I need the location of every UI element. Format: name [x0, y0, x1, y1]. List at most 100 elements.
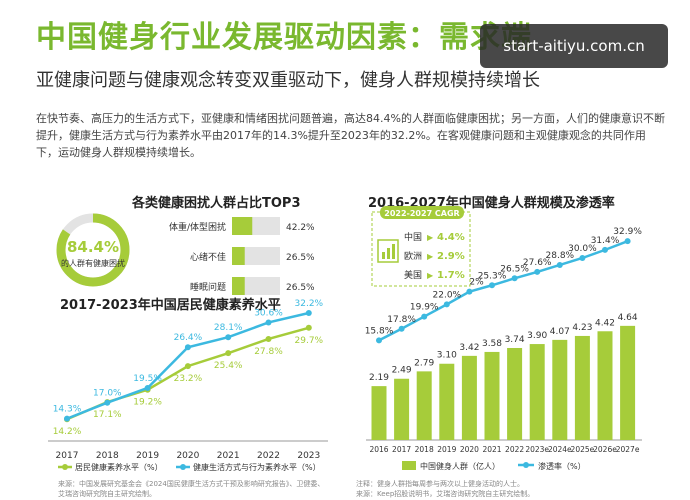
- footer-right-line2: 来源：Keep招股说明书，艾瑞咨询研究院自主研究绘制。: [356, 490, 535, 498]
- penetration-point: [556, 261, 563, 268]
- penetration-data-label: 17.8%: [387, 315, 416, 325]
- fitness-bar-label: 3.42: [459, 343, 479, 353]
- penetration-data-label: 30.0%: [568, 244, 597, 254]
- literacy-data-label: 19.5%: [133, 374, 162, 384]
- cagr-arrow-icon: ▶: [427, 252, 434, 261]
- footer-right-line1: 注释：健身人群指每周参与两次以上健身活动的人士。: [356, 480, 524, 488]
- literacy-point: [144, 384, 151, 391]
- fitness-x-tick-label: 2025e: [571, 445, 595, 454]
- literacy-point: [104, 399, 111, 406]
- top3-category-label: 体重/体型困扰: [169, 221, 226, 233]
- footer-left-line2: 艾瑞咨询研究院自主研究绘制。: [58, 490, 156, 498]
- fitness-bar-label: 3.90: [527, 331, 547, 341]
- fitness-bar: [416, 371, 432, 440]
- literacy-point: [265, 319, 272, 326]
- penetration-data-label: 19.9%: [410, 303, 439, 313]
- page-title: 中国健身行业发展驱动因素：需求端: [36, 20, 532, 55]
- fitness-x-tick-label: 2020: [460, 445, 479, 454]
- top3-bar: [232, 247, 245, 265]
- literacy-x-tick-label: 2021: [217, 451, 240, 461]
- fitness-bar-label: 2.49: [392, 366, 412, 376]
- fitness-bar-label: 4.64: [618, 313, 638, 323]
- cagr-region-label: 中国: [404, 231, 422, 243]
- page-subtitle: 亚健康问题与健康观念转变双重驱动下，健身人群规模持续增长: [36, 70, 540, 91]
- cagr-arrow-icon: ▶: [427, 233, 434, 242]
- literacy-point: [64, 415, 70, 422]
- fitness-bar: [620, 325, 636, 440]
- fitness-bar-label: 2.19: [369, 373, 389, 383]
- fitness-x-tick-label: 2019: [437, 445, 456, 454]
- literacy-legend-label: 健康生活方式与行为素养水平（%）: [193, 462, 321, 472]
- top3-value-label: 42.2%: [286, 223, 315, 233]
- cagr-value: 1.7%: [437, 270, 465, 281]
- fitness-x-tick-label: 2017: [392, 445, 411, 454]
- literacy-data-label: 25.4%: [214, 361, 243, 371]
- fitness-bar: [574, 335, 590, 440]
- fitness-x-tick-label: 2024e: [548, 445, 572, 454]
- cagr-box: [371, 211, 471, 287]
- penetration-data-label: 32.9%: [613, 227, 642, 237]
- fitness-bar: [597, 331, 613, 440]
- chart-icon: [377, 239, 399, 263]
- fitness-x-tick-label: 2016: [369, 445, 388, 454]
- top3-category-label: 睡眠问题: [190, 281, 226, 293]
- penetration-legend-label: 渗透率（%）: [538, 461, 586, 471]
- literacy-x-tick-label: 2018: [96, 451, 119, 461]
- penetration-point: [443, 301, 450, 308]
- fitness-bar: [552, 339, 568, 440]
- literacy-data-label: 30.6%: [254, 308, 283, 318]
- literacy-point: [265, 335, 272, 342]
- literacy-data-label: 23.2%: [174, 374, 203, 384]
- penetration-data-label: 28.8%: [546, 251, 575, 261]
- penetration-data-label: 27.6%: [523, 258, 552, 268]
- literacy-x-tick-label: 2020: [176, 451, 199, 461]
- literacy-x-tick-label: 2022: [257, 451, 280, 461]
- top3-chart-title: 各类健康困扰人群占比TOP3: [132, 196, 301, 211]
- literacy-legend-marker: [62, 464, 68, 470]
- literacy-data-label: 27.8%: [254, 347, 283, 357]
- literacy-data-label: 14.2%: [53, 427, 82, 437]
- literacy-data-label: 17.0%: [93, 389, 122, 399]
- donut-arc: [56, 213, 130, 287]
- fitness-bar-label: 2.79: [414, 358, 434, 368]
- top3-category-label: 心绪不佳: [190, 251, 226, 263]
- donut-caption: 的人群有健康困扰: [61, 258, 125, 268]
- literacy-chart-title: 2017-2023年中国居民健康素养水平: [60, 298, 281, 313]
- penetration-point: [398, 325, 405, 332]
- fitness-x-tick-label: 2023e: [525, 445, 549, 454]
- chart-icon-bar: [387, 248, 390, 259]
- penetration-point: [602, 246, 608, 253]
- fitness-x-tick-label: 2026e: [593, 445, 617, 454]
- fitness-legend-swatch: [402, 461, 416, 470]
- literacy-legend-marker: [180, 464, 186, 470]
- literacy-x-tick-label: 2023: [297, 451, 320, 461]
- fitness-x-tick-label: 2018: [415, 445, 434, 454]
- literacy-point: [305, 324, 312, 331]
- penetration-legend-marker: [523, 462, 529, 468]
- penetration-data-label: 26.5%: [500, 264, 529, 274]
- fitness-bar-label: 4.42: [595, 318, 615, 328]
- penetration-data-label: 22.0%: [433, 290, 462, 300]
- cagr-title-pill: [380, 206, 464, 219]
- penetration-point: [466, 288, 473, 295]
- fitness-bar: [439, 363, 455, 440]
- fitness-bar-label: 3.58: [482, 339, 502, 349]
- penetration-point: [489, 282, 495, 289]
- fitness-bar-label: 4.23: [572, 323, 592, 333]
- literacy-point: [225, 334, 232, 341]
- top3-value-label: 26.5%: [286, 253, 315, 263]
- literacy-x-tick-label: 2017: [56, 451, 79, 461]
- penetration-point: [421, 313, 428, 320]
- penetration-line: [378, 240, 629, 342]
- fitness-bar: [529, 344, 545, 440]
- cagr-value: 2.9%: [437, 251, 465, 262]
- footer-left: 来源：中国发展研究基金会《2024国民健康生活方式干预及影响研究报告》、卫健委、…: [58, 479, 324, 499]
- literacy-point: [305, 310, 312, 317]
- footer-left-line1: 来源：中国发展研究基金会《2024国民健康生活方式干预及影响研究报告》、卫健委、: [58, 480, 325, 488]
- penetration-point: [624, 238, 631, 245]
- cagr-value: 4.4%: [437, 232, 465, 243]
- fitness-bar: [507, 347, 523, 440]
- fitness-bar: [461, 355, 477, 440]
- literacy-data-label: 19.2%: [133, 398, 162, 408]
